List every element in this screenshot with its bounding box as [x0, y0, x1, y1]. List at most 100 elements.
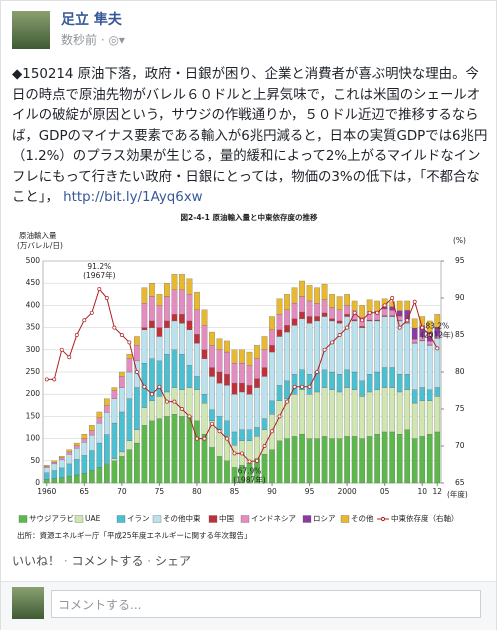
x-tick-label: 75 [155, 487, 165, 496]
action[interactable]: コメントする [60, 554, 143, 568]
bar-segment [239, 349, 245, 364]
bar-segment [344, 387, 350, 437]
line-point [187, 414, 192, 419]
bar-segment [426, 320, 433, 333]
bar-segment [179, 314, 185, 324]
bar-segment [111, 387, 118, 391]
bar-segment [351, 371, 358, 390]
bar-segment [411, 438, 418, 484]
bar-segment [344, 314, 350, 317]
bar-segment [269, 351, 275, 401]
bar-segment [51, 463, 58, 471]
line-point [157, 384, 162, 389]
line-point [307, 384, 312, 389]
bar-segment [81, 434, 88, 439]
bar-segment [351, 436, 358, 484]
bar-segment [359, 305, 365, 318]
legend-swatch [152, 515, 162, 523]
bar-segment [104, 405, 110, 413]
line-point [375, 310, 380, 315]
action[interactable]: いいね！ [12, 554, 61, 568]
bar-segment [269, 400, 275, 415]
y-tick-label: 400 [26, 300, 41, 309]
y2-tick-label: 85 [455, 330, 465, 339]
bar-segment [104, 412, 110, 435]
bar-segment [366, 374, 373, 393]
bar-segment [186, 294, 193, 322]
line-point [315, 370, 320, 374]
x-tick-label: 80 [192, 487, 202, 496]
bar-segment [284, 438, 290, 484]
bar-segment [329, 307, 335, 319]
bar-segment [81, 442, 88, 456]
y2-tick-label: 65 [455, 478, 465, 487]
bar-segment [51, 462, 58, 465]
bar-segment [134, 387, 140, 430]
legend-label: ロシア [313, 514, 336, 523]
bar-segment [239, 429, 245, 441]
post-time[interactable]: 数秒前 [61, 31, 125, 48]
bar-segment [134, 345, 140, 362]
avatar[interactable] [12, 11, 50, 49]
bar-segment [224, 351, 230, 375]
bar-segment [58, 467, 65, 478]
legend-label: 中国 [219, 513, 234, 523]
bar-segment [396, 434, 403, 484]
bar-segment [164, 354, 170, 393]
bar-segment [246, 385, 253, 395]
line-point [67, 355, 72, 360]
post-link[interactable]: http://bit.ly/1Ayq6xw [63, 190, 203, 205]
bar-segment [141, 407, 148, 426]
y2-tick-label: 95 [455, 256, 465, 265]
bar-segment [149, 420, 155, 484]
bar-segment [419, 400, 426, 437]
bar-segment [96, 411, 103, 418]
bar-segment [269, 449, 275, 484]
bar-segment [291, 303, 298, 319]
bar-segment [404, 300, 411, 311]
bar-segment [156, 396, 163, 419]
bar-segment [276, 336, 283, 386]
bar-segment [366, 320, 373, 375]
bar-segment [156, 418, 163, 484]
line-point [337, 333, 342, 337]
bar-segment [194, 343, 200, 377]
bar-segment [306, 285, 313, 302]
line-point [59, 347, 64, 352]
bar-segment [66, 451, 73, 455]
bar-segment [344, 436, 350, 484]
bar-segment [134, 442, 140, 484]
comment-input[interactable]: コメントする... [51, 590, 481, 618]
author-name[interactable]: 足立 隼夫 [61, 12, 122, 28]
bar-segment [43, 465, 50, 467]
bar-segment [194, 420, 200, 484]
x-tick-label: 70 [117, 487, 127, 496]
action[interactable]: シェア [143, 554, 190, 568]
bar-segment [314, 320, 320, 373]
y2-label: (%) [453, 236, 466, 245]
bar-segment [246, 394, 253, 430]
bar-segment [119, 451, 125, 457]
bar-segment [396, 391, 403, 435]
line-point [277, 414, 282, 419]
y-tick-label: 150 [26, 411, 41, 420]
bar-segment [426, 345, 433, 390]
line-point [194, 436, 199, 441]
bar-segment [209, 376, 215, 410]
line-point [97, 287, 102, 292]
bar-segment [73, 459, 80, 476]
bar-segment [381, 387, 388, 433]
bar-segment [88, 430, 95, 436]
bar-segment [43, 466, 50, 468]
bar-segment [269, 345, 275, 353]
bar-segment [104, 398, 110, 406]
bar-segment [134, 336, 140, 346]
bar-segment [156, 327, 163, 337]
bar-segment [66, 463, 73, 477]
bar-segment [284, 309, 290, 326]
bar-segment [66, 454, 73, 465]
bar-segment [276, 329, 283, 337]
bar-segment [58, 459, 65, 469]
bar-segment [359, 396, 365, 439]
y2-tick-label: 90 [455, 293, 465, 302]
